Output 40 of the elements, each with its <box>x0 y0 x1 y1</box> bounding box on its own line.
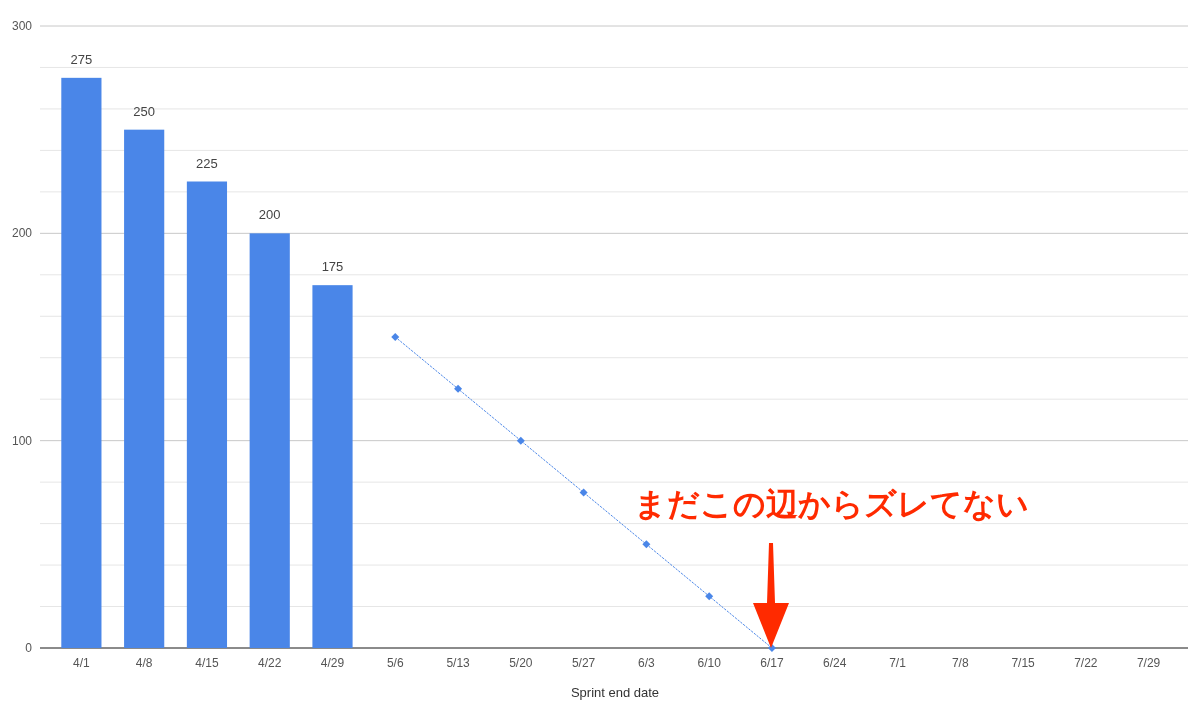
data-label: 250 <box>133 103 156 119</box>
point <box>516 436 525 445</box>
x-tick-label: 4/29 <box>320 656 345 670</box>
x-tick-label: 6/24 <box>823 656 847 670</box>
data-label: 175 <box>321 259 344 275</box>
point <box>642 540 651 549</box>
x-tick-label: 7/29 <box>1136 656 1161 670</box>
x-tick-label: 4/22 <box>258 656 282 670</box>
x-axis-title: Sprint end date <box>570 685 660 700</box>
bar <box>186 181 228 648</box>
data-label: 275 <box>70 51 93 67</box>
y-tick-label: 0 <box>25 641 33 655</box>
x-tick-label: 5/27 <box>571 656 596 670</box>
point <box>705 592 714 601</box>
y-tick-label: 100 <box>11 433 33 448</box>
x-tick-label: 4/1 <box>73 656 91 670</box>
annotation: まだこの辺からズレてない <box>633 485 1029 523</box>
bar <box>61 77 102 648</box>
point <box>391 333 400 341</box>
x-tick-label: 6/10 <box>697 656 722 670</box>
bar <box>249 233 290 648</box>
point <box>454 384 463 393</box>
x-tick-label: 6/3 <box>638 656 656 670</box>
x-tick-label: 5/13 <box>446 656 471 670</box>
x-tick-label: 6/17 <box>760 656 784 670</box>
x-tick-label: 7/8 <box>951 656 969 670</box>
x-tick-label: 7/15 <box>1011 656 1036 670</box>
x-tick-label: 5/20 <box>509 656 533 670</box>
data-label: 225 <box>196 155 218 171</box>
x-tick-label: 4/8 <box>135 656 153 670</box>
x-tick-label: 7/1 <box>889 656 907 670</box>
y-tick-label: 200 <box>11 226 33 241</box>
x-tick-label: 7/22 <box>1074 656 1098 670</box>
bar <box>124 129 165 648</box>
point <box>579 488 588 497</box>
bar <box>312 285 353 648</box>
x-tick-label: 5/6 <box>386 656 404 670</box>
data-label: 200 <box>258 207 281 223</box>
y-tick-label: 300 <box>11 19 33 33</box>
x-tick-label: 4/15 <box>195 656 219 670</box>
